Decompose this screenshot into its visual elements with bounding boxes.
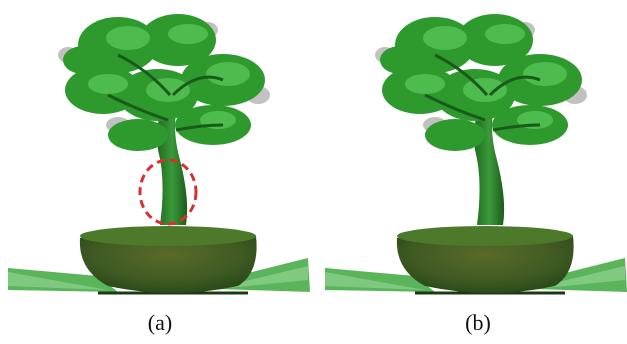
caption: (a): [148, 310, 172, 335]
figure: (a) (b): [0, 0, 627, 344]
panel-b-image: [325, 14, 627, 293]
panel-a-image: [8, 14, 310, 293]
caption: (b): [465, 310, 491, 335]
page: {"figure": {"panels": [{"caption": "(a)"…: [0, 0, 627, 344]
